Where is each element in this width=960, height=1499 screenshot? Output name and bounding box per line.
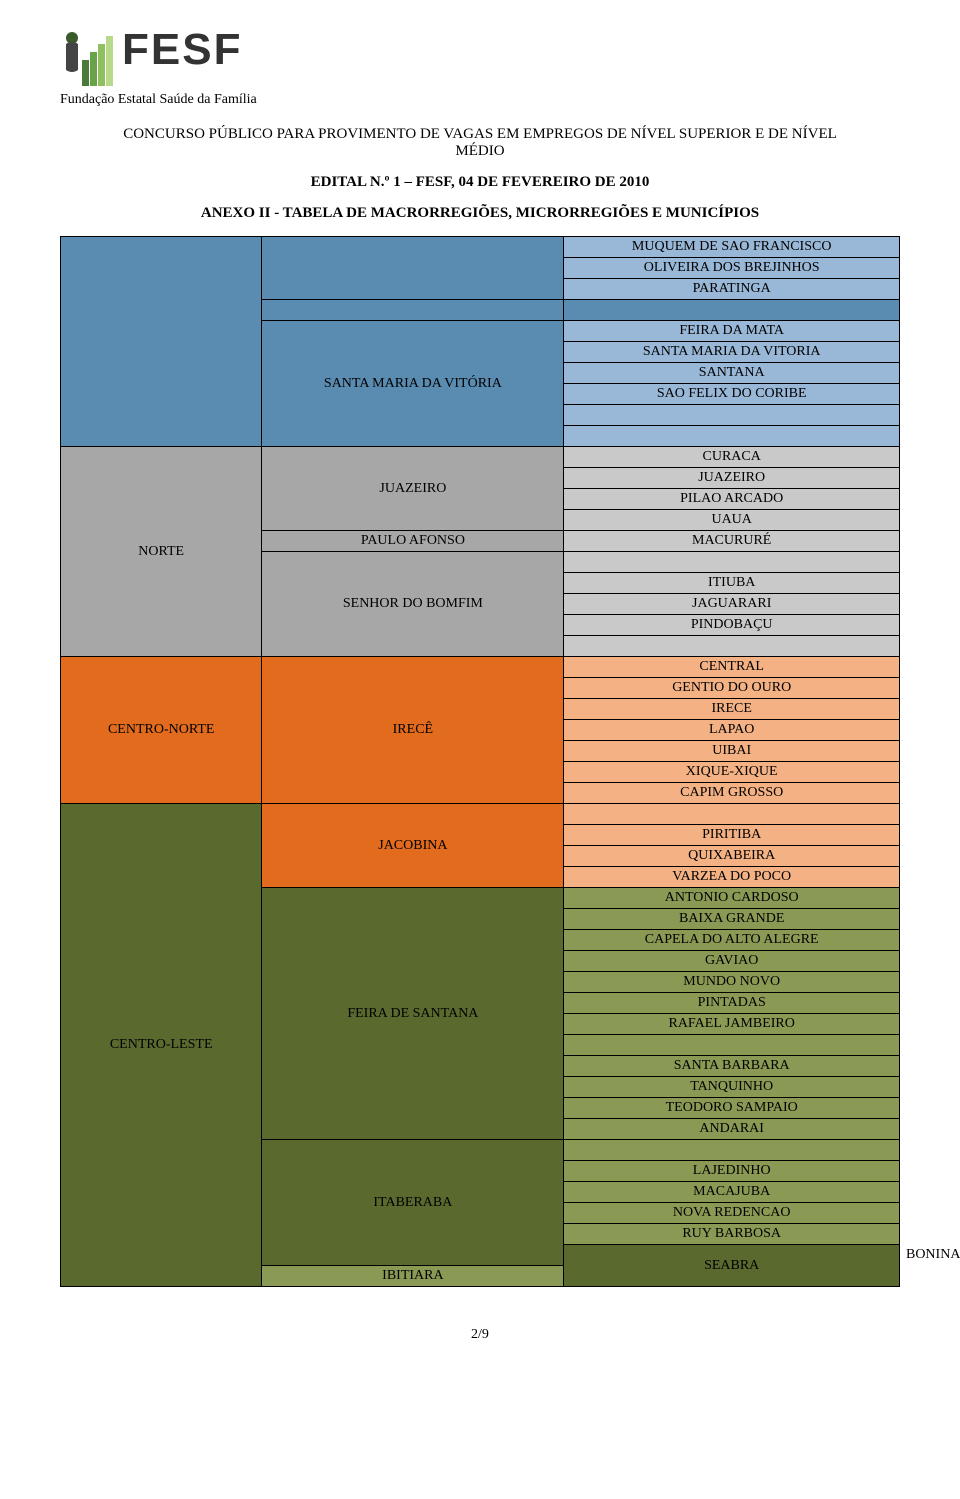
municipality-cell: MACURURÉ <box>564 531 900 552</box>
municipality-cell: FEIRA DA MATA <box>564 321 900 342</box>
municipality-cell: IRECE <box>564 699 900 720</box>
municipality-cell: XIQUE-XIQUE <box>564 762 900 783</box>
page-number: 2/9 <box>60 1327 900 1343</box>
municipality-cell: PARATINGA <box>564 279 900 300</box>
microregion-cell: SENHOR DO BOMFIM <box>262 552 564 657</box>
municipality-cell: RAFAEL JAMBEIRO <box>564 1014 900 1035</box>
municipality-cell: SANTA MARIA DA VITORIA <box>564 342 900 363</box>
municipality-cell: TEODORO SAMPAIO <box>564 1098 900 1119</box>
regions-table: MUQUEM DE SAO FRANCISCOOLIVEIRA DOS BREJ… <box>60 236 900 1287</box>
microregion-cell: JUAZEIRO <box>262 447 564 531</box>
spacer-cell <box>564 552 900 573</box>
municipality-cell: ITIUBA <box>564 573 900 594</box>
municipality-cell: PINTADAS <box>564 993 900 1014</box>
municipality-cell: CAPELA DO ALTO ALEGRE <box>564 930 900 951</box>
municipality-cell: GENTIO DO OURO <box>564 678 900 699</box>
municipality-cell: MUNDO NOVO <box>564 972 900 993</box>
municipality-cell: IBITIARA <box>262 1266 564 1287</box>
spacer-cell <box>61 237 262 447</box>
municipality-cell: NOVA REDENCAO <box>564 1203 900 1224</box>
municipality-cell: QUIXABEIRA <box>564 846 900 867</box>
municipality-cell: SAO FELIX DO CORIBE <box>564 384 900 405</box>
microregion-cell: FEIRA DE SANTANA <box>262 888 564 1140</box>
microregion-cell: IRECÊ <box>262 657 564 804</box>
municipality-cell: UIBAI <box>564 741 900 762</box>
municipality-cell: CENTRAL <box>564 657 900 678</box>
logo-icon <box>60 30 114 90</box>
spacer-cell <box>564 426 900 447</box>
microregion-cell: SANTA MARIA DA VITÓRIA <box>262 321 564 447</box>
microregion-cell: SEABRA <box>564 1245 900 1287</box>
municipality-cell: ANTONIO CARDOSO <box>564 888 900 909</box>
microregion-cell: PAULO AFONSO <box>262 531 564 552</box>
municipality-cell: CAPIM GROSSO <box>564 783 900 804</box>
spacer-cell <box>262 300 564 321</box>
logo-block: FESF <box>60 30 900 90</box>
table-row: CENTRO-NORTEIRECÊCENTRAL <box>61 657 900 678</box>
title-line1: CONCURSO PÚBLICO PARA PROVIMENTO DE VAGA… <box>123 126 837 142</box>
microregion-cell: JACOBINA <box>262 804 564 888</box>
municipality-cell: JAGUARARI <box>564 594 900 615</box>
anexo-line: ANEXO II - TABELA DE MACRORREGIÕES, MICR… <box>201 205 759 221</box>
municipality-cell: LAPAO <box>564 720 900 741</box>
municipality-cell: TANQUINHO <box>564 1077 900 1098</box>
municipality-cell: JUAZEIRO <box>564 468 900 489</box>
municipality-cell: MUQUEM DE SAO FRANCISCO <box>564 237 900 258</box>
org-full-name: Fundação Estatal Saúde da Família <box>60 92 900 108</box>
edital-line: EDITAL N.º 1 – FESF, 04 DE FEVEREIRO DE … <box>311 174 650 190</box>
municipality-cell: VARZEA DO POCO <box>564 867 900 888</box>
spacer-cell <box>262 237 564 300</box>
municipality-cell: OLIVEIRA DOS BREJINHOS <box>564 258 900 279</box>
municipality-cell: CURACA <box>564 447 900 468</box>
municipality-cell: MACAJUBA <box>564 1182 900 1203</box>
municipality-cell: PILAO ARCADO <box>564 489 900 510</box>
macroregion-cell: NORTE <box>61 447 262 657</box>
table-row: CENTRO-LESTEJACOBINA <box>61 804 900 825</box>
org-abbrev: FESF <box>122 30 242 70</box>
macroregion-cell: CENTRO-NORTE <box>61 657 262 804</box>
spacer-cell <box>564 636 900 657</box>
municipality-cell: UAUA <box>564 510 900 531</box>
municipality-cell: RUY BARBOSA <box>564 1224 900 1245</box>
document-headings: CONCURSO PÚBLICO PARA PROVIMENTO DE VAGA… <box>60 126 900 222</box>
spacer-cell <box>564 1140 900 1161</box>
municipality-cell: ANDARAI <box>564 1119 900 1140</box>
title-line2: MÉDIO <box>455 143 504 159</box>
spacer-cell <box>564 804 900 825</box>
municipality-cell: LAJEDINHO <box>564 1161 900 1182</box>
municipality-cell: PINDOBAÇU <box>564 615 900 636</box>
spacer-cell <box>564 1035 900 1056</box>
table-row: MUQUEM DE SAO FRANCISCO <box>61 237 900 258</box>
municipality-cell: SANTA BARBARA <box>564 1056 900 1077</box>
microregion-cell: ITABERABA <box>262 1140 564 1266</box>
spacer-cell <box>564 405 900 426</box>
municipality-cell: GAVIAO <box>564 951 900 972</box>
municipality-cell: PIRITIBA <box>564 825 900 846</box>
spacer-cell <box>564 300 900 321</box>
table-row: NORTEJUAZEIROCURACA <box>61 447 900 468</box>
macroregion-cell: CENTRO-LESTE <box>61 804 262 1287</box>
municipality-cell: BAIXA GRANDE <box>564 909 900 930</box>
municipality-cell: SANTANA <box>564 363 900 384</box>
